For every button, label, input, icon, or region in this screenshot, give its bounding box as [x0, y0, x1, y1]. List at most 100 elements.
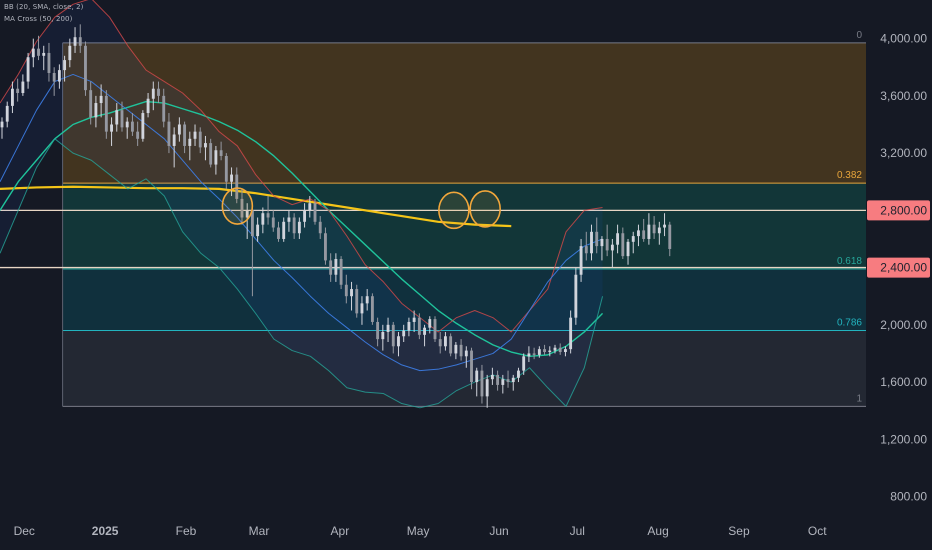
highlight-circle[interactable]	[221, 187, 254, 225]
time-tick-label: Mar	[249, 524, 270, 538]
time-axis-panel[interactable]	[0, 518, 866, 550]
highlight-circles[interactable]	[221, 187, 501, 230]
horizontal-lines[interactable]	[0, 209, 866, 269]
candle-body	[292, 217, 296, 234]
candle	[214, 145, 218, 175]
price-label-badge[interactable]	[867, 257, 930, 278]
candle	[621, 227, 625, 259]
candle	[157, 81, 160, 104]
highlight-circle[interactable]	[438, 191, 470, 230]
candle-body	[68, 45, 72, 61]
candle-body	[537, 349, 541, 355]
candle-body	[266, 213, 270, 218]
candle-body	[204, 143, 207, 148]
candle-body	[350, 289, 353, 297]
candle	[558, 343, 562, 355]
candle	[412, 310, 416, 332]
candle	[230, 167, 233, 197]
candle	[480, 364, 484, 404]
candle-body	[99, 95, 103, 104]
candle	[0, 117, 4, 139]
candle	[339, 256, 343, 290]
legend-ma-cross[interactable]: MA Cross (50, 200)	[4, 15, 73, 23]
candle	[261, 207, 265, 234]
candle	[329, 253, 333, 282]
candle	[459, 339, 463, 361]
candle	[631, 231, 635, 254]
candle-body	[177, 124, 181, 135]
candle	[626, 238, 630, 265]
candle	[511, 374, 515, 391]
candle-body	[631, 236, 635, 242]
candle-body	[0, 121, 4, 128]
candle-body	[245, 210, 249, 218]
time-tick-label: Sep	[728, 524, 750, 538]
candle-body	[454, 344, 458, 354]
price-label-badge[interactable]	[867, 200, 930, 221]
candle	[63, 55, 67, 82]
candle-body	[360, 303, 364, 314]
candle	[417, 313, 421, 340]
candle	[595, 217, 599, 254]
candle	[141, 110, 145, 142]
candle-body	[230, 174, 233, 182]
fib-zone	[62, 269, 866, 331]
candle-body	[318, 221, 322, 234]
candle-body	[42, 52, 46, 56]
fibonacci-retracement[interactable]: 0 0.382 0.618 0.786 1	[62, 30, 866, 407]
candle	[245, 203, 249, 239]
candle-body	[647, 224, 651, 239]
candle	[209, 138, 213, 168]
candle	[360, 296, 364, 325]
candle-body	[125, 121, 129, 128]
candle	[120, 101, 124, 132]
candle-body	[219, 150, 223, 156]
candle	[574, 267, 578, 325]
highlight-circle[interactable]	[469, 190, 501, 228]
candle	[579, 238, 583, 282]
candle-body	[271, 217, 275, 228]
candle	[89, 81, 93, 125]
candle	[475, 367, 479, 397]
candle-body	[355, 289, 359, 314]
candle-body	[297, 221, 301, 234]
candle	[115, 103, 119, 132]
candle-body	[10, 88, 14, 106]
candle	[198, 127, 202, 154]
candle	[308, 196, 312, 218]
candle	[569, 310, 573, 354]
candlesticks	[0, 24, 672, 408]
candle-body	[652, 224, 656, 234]
candle-body	[459, 344, 463, 357]
candle-body	[84, 45, 87, 91]
candle-body	[642, 230, 646, 239]
candle	[224, 153, 228, 189]
candle	[563, 346, 567, 357]
candle	[177, 117, 181, 142]
candle	[287, 210, 291, 232]
candle	[47, 42, 51, 82]
candle-body	[37, 48, 40, 56]
price-tick-label: 3,600.00	[880, 89, 927, 103]
candle	[136, 121, 140, 146]
time-tick-label: 2025	[92, 524, 119, 538]
candle-body	[141, 113, 145, 139]
candle	[99, 84, 103, 118]
candle	[94, 95, 98, 128]
candle-body	[136, 131, 140, 139]
candle	[584, 231, 588, 261]
candle	[57, 64, 61, 89]
time-tick-label: Jul	[570, 524, 585, 538]
candle	[490, 367, 494, 385]
candle-body	[172, 134, 176, 146]
candle-body	[470, 350, 473, 383]
candle-body	[188, 138, 192, 146]
candle	[501, 374, 505, 394]
candle-body	[115, 110, 119, 125]
candle-body	[313, 203, 317, 222]
legend-bollinger-bands[interactable]: BB (20, SMA, close, 2)	[4, 3, 84, 11]
candle	[402, 324, 406, 342]
